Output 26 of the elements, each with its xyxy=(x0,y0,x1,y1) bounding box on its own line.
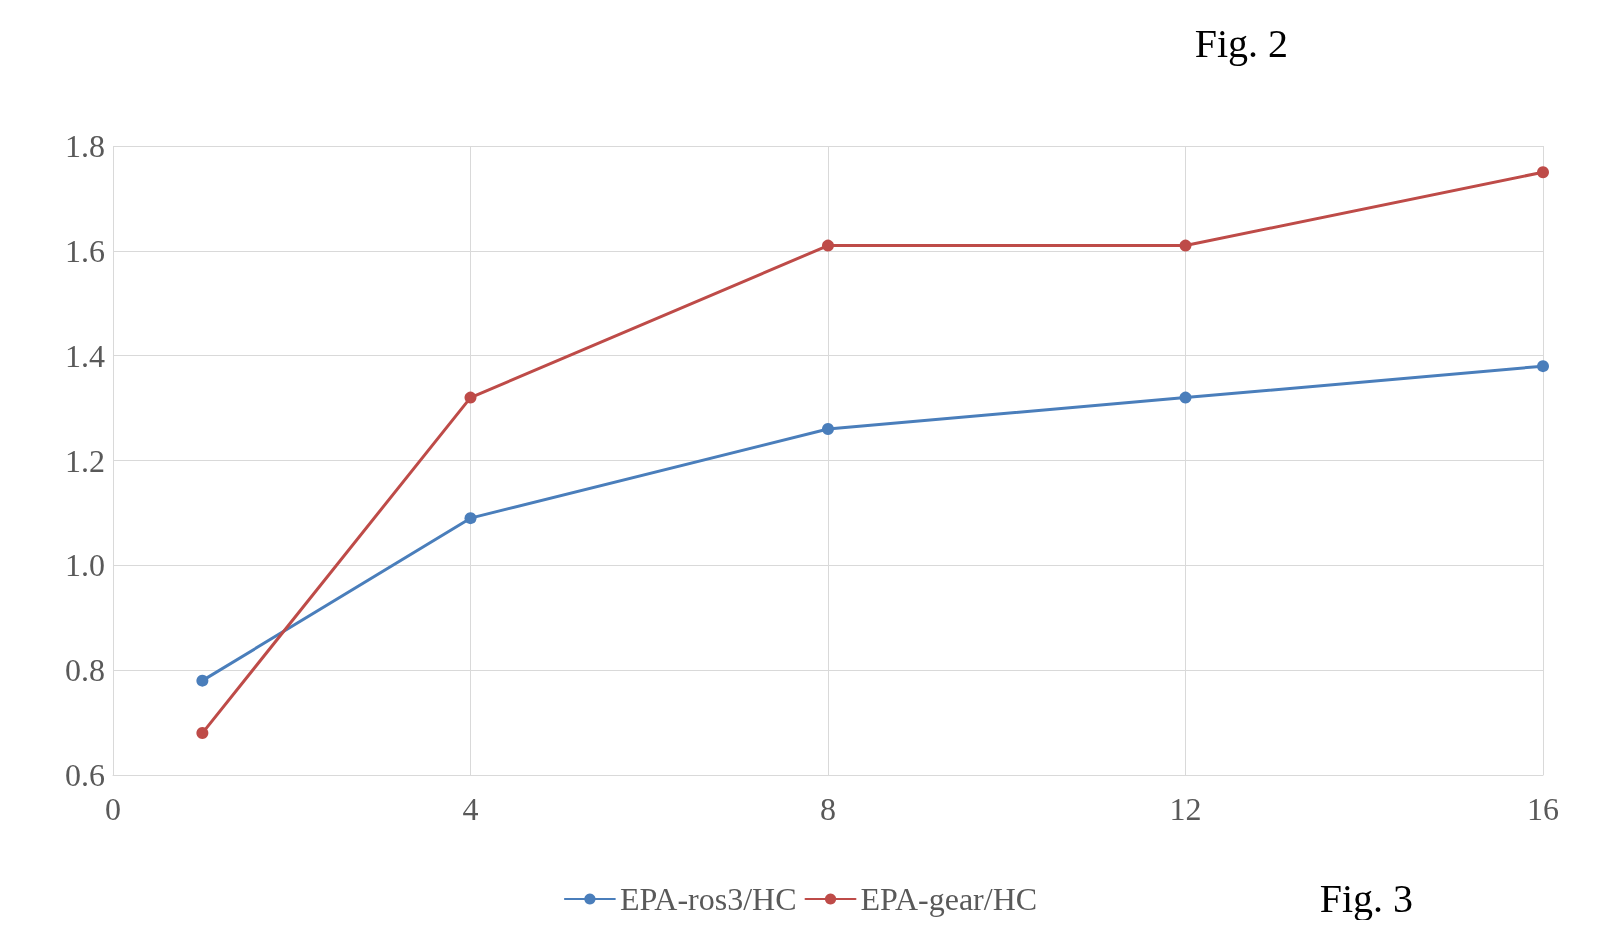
y-tick-label: 1.2 xyxy=(65,442,105,479)
y-tick-label: 0.6 xyxy=(65,757,105,793)
point xyxy=(464,512,477,525)
point xyxy=(464,391,477,404)
x-tick-label: 16 xyxy=(1527,791,1559,827)
point xyxy=(1179,391,1192,404)
legend-label: EPA-gear/HC xyxy=(860,881,1038,917)
point xyxy=(1537,166,1549,179)
legend-label: EPA-ros3/HC xyxy=(619,881,797,917)
point xyxy=(1537,360,1549,373)
y-tick-label: 1.0 xyxy=(65,547,105,584)
point xyxy=(1179,239,1192,252)
y-tick-label: 1.4 xyxy=(65,337,105,374)
x-tick-label: 12 xyxy=(1169,791,1202,827)
point xyxy=(196,674,209,687)
y-tick-label: 0.8 xyxy=(65,652,105,689)
caption: Fig. 3 xyxy=(1319,875,1413,921)
y-tick-label: 1.8 xyxy=(65,128,105,164)
point xyxy=(822,423,834,436)
x-tick-label: 0 xyxy=(105,791,121,827)
x-tick-label: 8 xyxy=(820,791,836,827)
y-tick-label: 1.6 xyxy=(65,232,105,269)
chart-title: Fig. 2 xyxy=(1194,20,1288,66)
point xyxy=(196,727,209,740)
x-tick-label: 4 xyxy=(462,791,479,827)
point xyxy=(822,239,834,252)
